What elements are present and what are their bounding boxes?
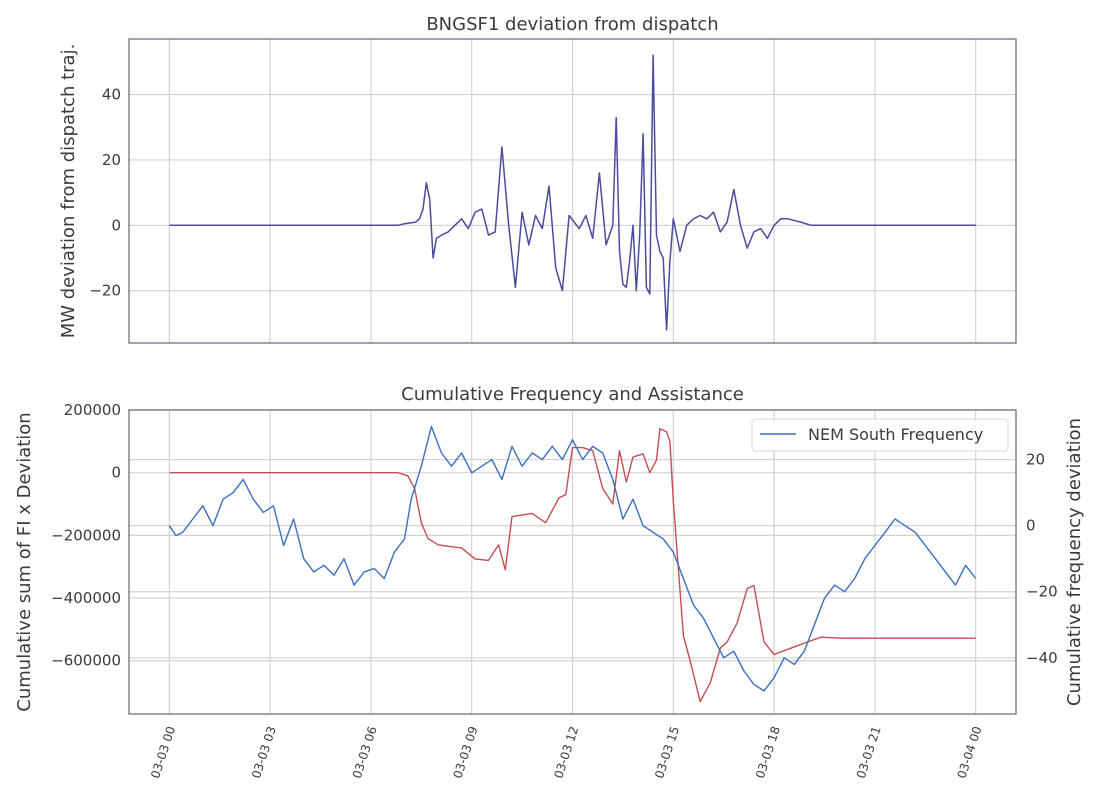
bottom-y-tick-label: −200000 <box>51 526 121 544</box>
x-tick-label: 03-03 09 <box>451 725 481 781</box>
bottom-chart-title: Cumulative Frequency and Assistance <box>401 384 744 405</box>
bottom-series-line-0 <box>169 428 976 703</box>
top-y-axis-label: MW deviation from dispatch traj. <box>58 44 79 339</box>
bottom-left-y-ticks: −600000 −400000 −200000 0 200000 <box>51 401 121 670</box>
x-tick-label: 03-03 00 <box>148 725 178 781</box>
bottom-y-tick-label: −400000 <box>51 589 121 607</box>
top-lines <box>169 54 976 331</box>
bottom-right-y-tick-label: 20 <box>1026 451 1045 469</box>
bottom-right-y-tick-label: −20 <box>1026 583 1058 601</box>
x-tick-label: 03-03 12 <box>551 725 581 781</box>
bottom-y-tick-label: −600000 <box>51 652 121 670</box>
x-tick-label: 03-03 15 <box>652 725 682 781</box>
bottom-y-axis-label: Cumulative sum of FI x Deviation <box>14 412 35 711</box>
top-series-line-0 <box>169 54 976 331</box>
x-tick-label: 03-03 21 <box>854 725 884 781</box>
top-y-ticks: −20 0 20 40 <box>89 86 121 300</box>
bottom-grid <box>129 409 1016 714</box>
top-y-tick-label: 0 <box>111 216 121 234</box>
top-plot-frame <box>128 38 1017 344</box>
bottom-right-y-ticks: −40 −20 0 20 <box>1026 451 1058 667</box>
legend-entry-label: NEM South Frequency <box>808 425 983 444</box>
top-y-tick-label: −20 <box>89 282 121 300</box>
legend-box <box>751 418 1009 452</box>
x-tick-label: 03-03 06 <box>350 725 380 781</box>
bottom-right-y-tick-label: 0 <box>1026 517 1036 535</box>
bottom-right-y-axis-label: Cumulative frequency deviation <box>1064 418 1085 706</box>
top-chart-title: BNGSF1 deviation from dispatch <box>426 14 718 35</box>
legend: NEM South Frequency <box>751 418 1009 452</box>
bottom-plot-frame <box>128 409 1017 715</box>
x-tick-label: 03-03 18 <box>753 725 783 781</box>
x-tick-label: 03-03 03 <box>249 725 279 781</box>
bottom-series-line-1 <box>168 425 977 692</box>
bottom-y-tick-label: 0 <box>111 464 121 482</box>
bottom-chart: −600000 −400000 −200000 0 200000 −40 −20 0 20 0… <box>14 384 1085 780</box>
top-y-tick-label: 20 <box>102 151 121 169</box>
top-grid <box>129 39 1016 343</box>
top-y-tick-label: 40 <box>102 86 121 104</box>
bottom-y-tick-label: 200000 <box>64 401 121 419</box>
bottom-lines <box>168 425 977 703</box>
bottom-x-ticks: 03-03 00 03-03 03 03-03 06 03-03 09 03-03 12… <box>148 725 984 781</box>
bottom-right-y-tick-label: −40 <box>1026 649 1058 667</box>
x-tick-label: 03-04 00 <box>955 725 985 781</box>
